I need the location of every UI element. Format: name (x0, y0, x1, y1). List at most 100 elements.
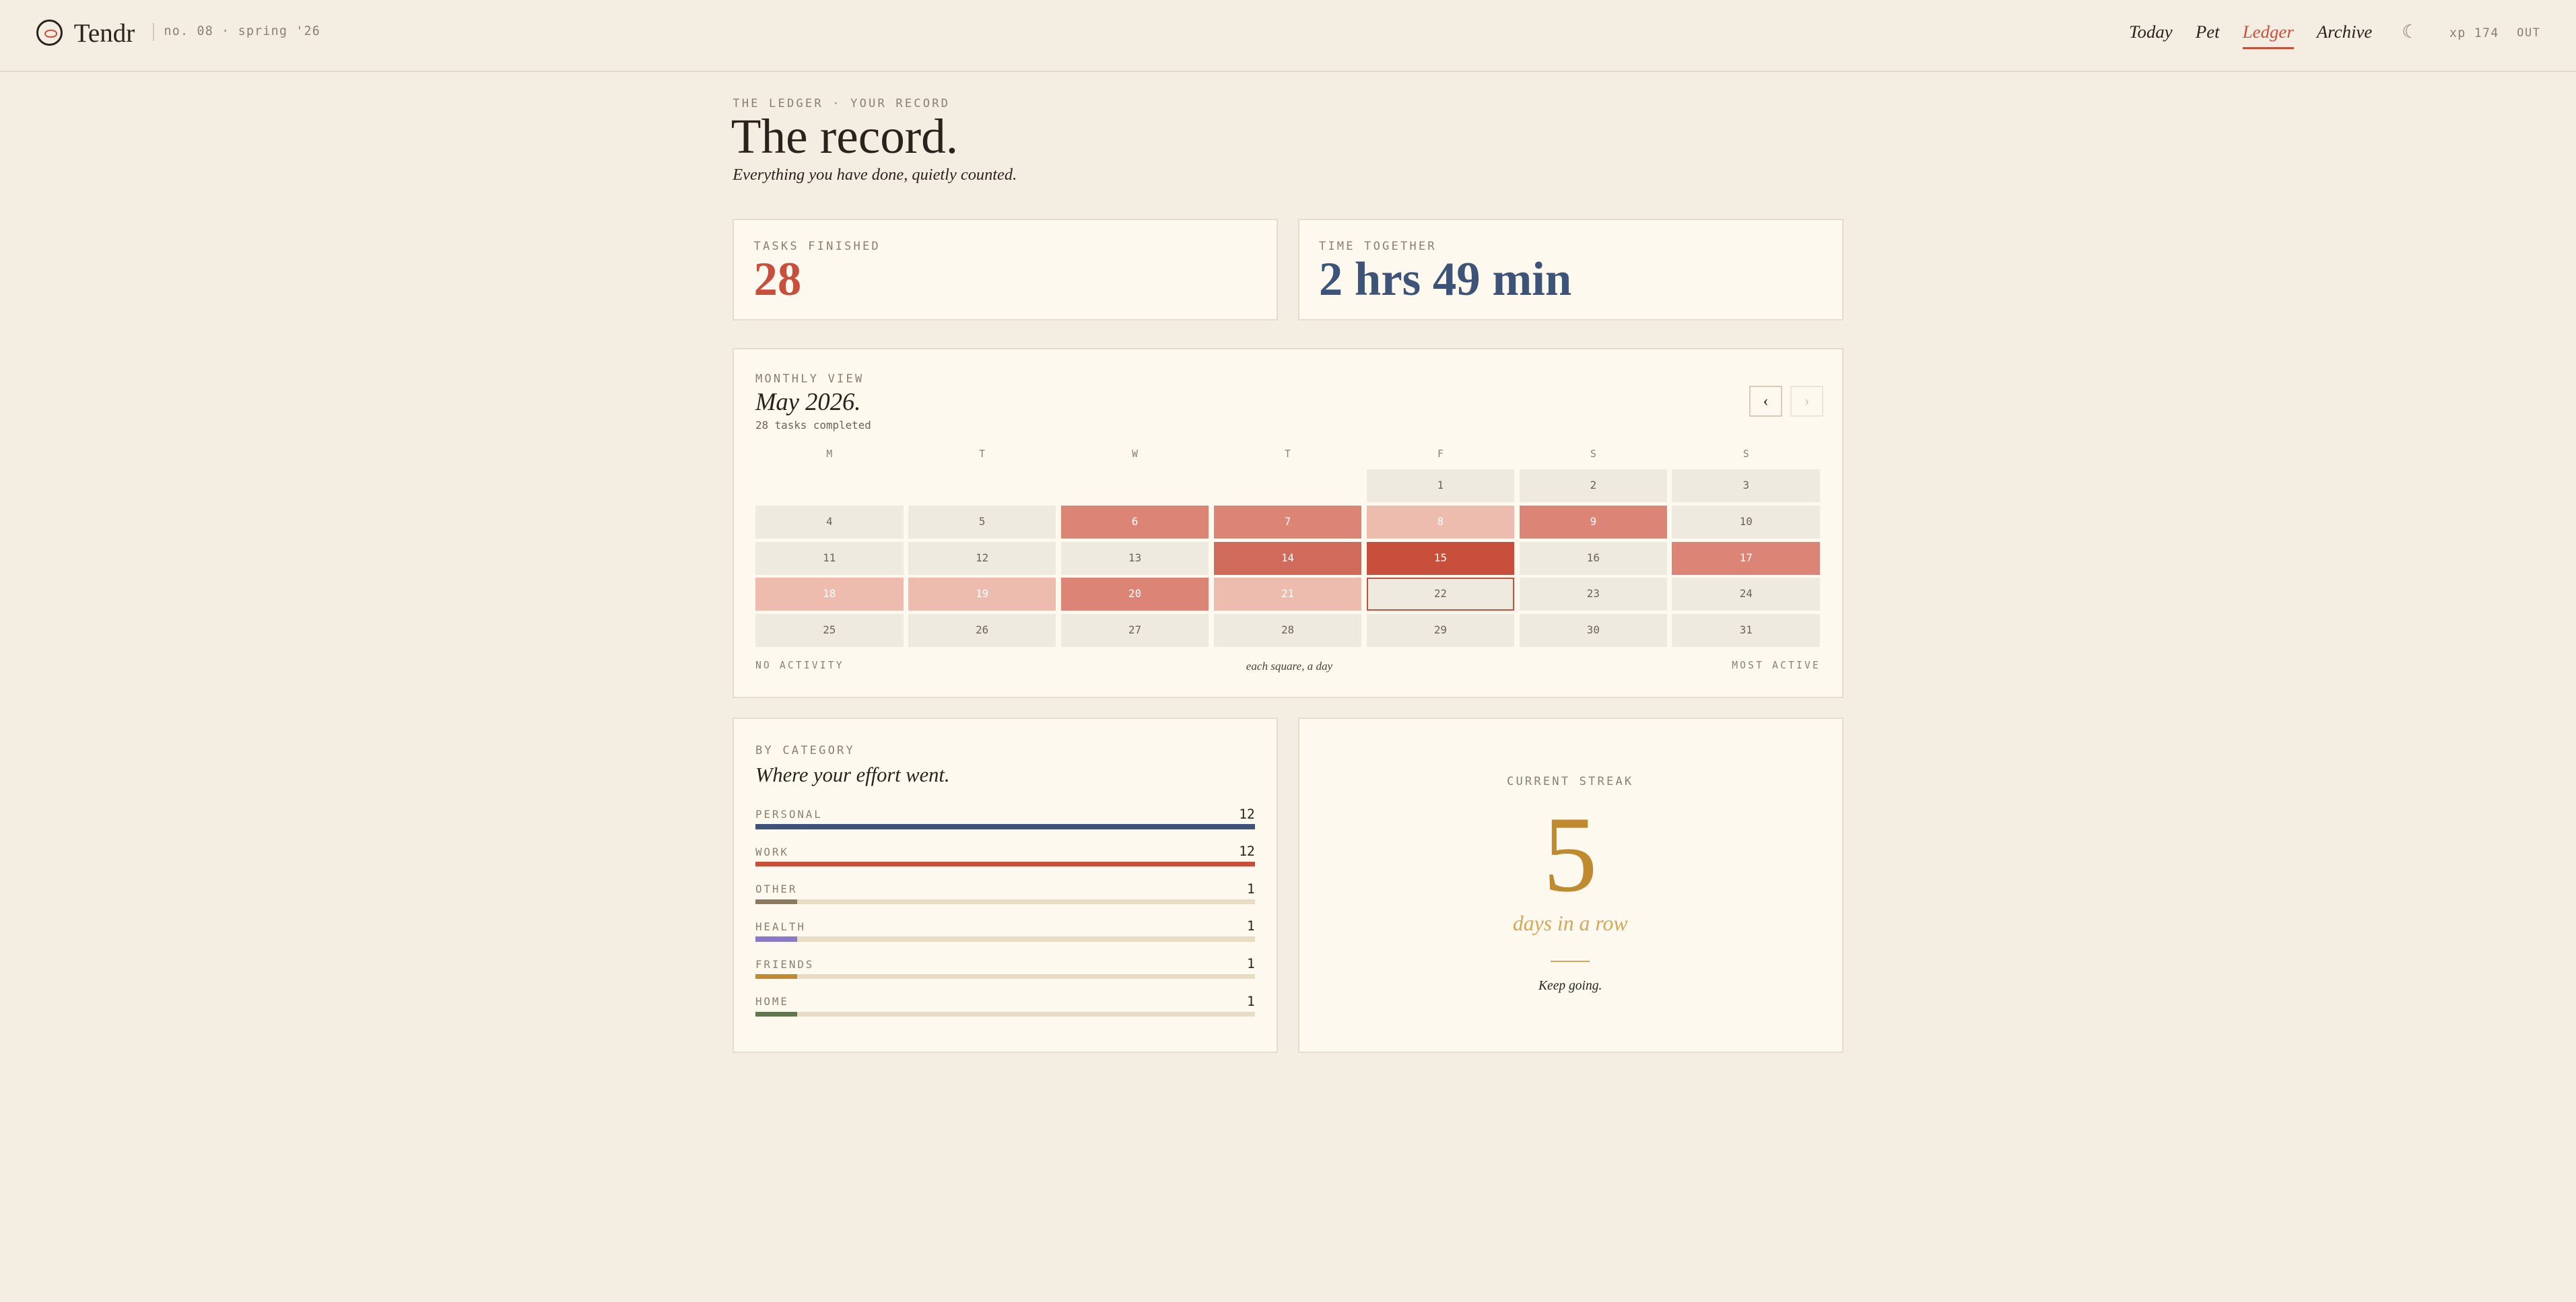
theme-toggle[interactable]: ☾ (2402, 21, 2418, 42)
streak-eyebrow: CURRENT STREAK (1507, 775, 1634, 789)
stat-card: TASKS FINISHED 28 (733, 218, 1279, 320)
category-bar (755, 1011, 797, 1017)
category-bar (755, 862, 1255, 867)
streak-value: 5 (1543, 793, 1598, 914)
category-track (755, 1011, 1255, 1017)
logo[interactable] (36, 20, 63, 46)
day-cell[interactable]: 24 (1672, 578, 1821, 611)
day-cell[interactable]: 4 (755, 506, 904, 539)
calendar-eyebrow: MONTHLY VIEW (755, 372, 865, 386)
day-cell[interactable]: 22 (1366, 578, 1515, 611)
category-row: HEALTH 1 (755, 918, 1255, 943)
day-cell[interactable]: 8 (1366, 506, 1515, 539)
xp: xp 174 (2449, 26, 2499, 41)
day-cell[interactable]: 17 (1672, 541, 1821, 575)
issue: no. 08 · spring '26 (152, 23, 320, 41)
category-track (755, 824, 1255, 829)
category-name: HOME (755, 995, 789, 1008)
category-row: OTHER 1 (755, 881, 1255, 905)
category-count: 1 (1246, 993, 1255, 1009)
stat-value: 2 hrs 49 min (1318, 253, 1572, 306)
day-cell[interactable]: 26 (908, 614, 1056, 647)
subtitle: Everything you have done, quietly counte… (733, 166, 1017, 184)
weekday-label: S (1590, 448, 1596, 460)
day-cell[interactable]: 16 (1519, 541, 1668, 575)
day-cell[interactable]: 2 (1519, 469, 1668, 503)
day-cell[interactable]: 11 (755, 541, 904, 575)
day-cell[interactable]: 12 (908, 541, 1056, 575)
weekday-label: M (826, 448, 833, 460)
day-cell[interactable]: 31 (1672, 614, 1821, 647)
day-cell[interactable]: 28 (1213, 614, 1362, 647)
calendar-title: May 2026. (755, 388, 861, 416)
eyebrow: THE LEDGER · YOUR RECORD (733, 96, 951, 110)
day-cell[interactable]: 30 (1519, 614, 1668, 647)
weekday-label: T (979, 448, 986, 460)
weekday-label: S (1742, 448, 1749, 460)
legend-low: NO ACTIVITY (755, 660, 844, 672)
day-cell[interactable]: 27 (1060, 614, 1209, 647)
category-row: WORK 12 (755, 844, 1255, 868)
category-track (755, 899, 1255, 904)
streak-note: Keep going. (1538, 978, 1602, 993)
category-card: BY CATEGORY Where your effort went. PERS… (733, 718, 1279, 1054)
stat-label: TIME TOGETHER (1318, 239, 1437, 253)
category-name: HEALTH (755, 920, 806, 933)
day-cell[interactable]: 5 (908, 506, 1056, 539)
brand[interactable]: Tendr (73, 18, 135, 48)
category-eyebrow: BY CATEGORY (755, 743, 855, 757)
category-name: FRIENDS (755, 957, 815, 971)
category-name: WORK (755, 845, 789, 858)
day-cell[interactable]: 29 (1366, 614, 1515, 647)
weekday-label: F (1437, 448, 1444, 460)
day-cell[interactable]: 25 (755, 614, 904, 647)
day-cell[interactable]: 18 (755, 578, 904, 611)
weekday-label: T (1285, 448, 1291, 460)
stat-label: TASKS FINISHED (753, 239, 881, 253)
nav-link[interactable]: Today (2129, 21, 2173, 42)
top-bar: Tendr no. 08 · spring '26 Today Pet Ledger… (0, 0, 2576, 72)
legend-high: MOST ACTIVE (1732, 660, 1821, 672)
day-cell[interactable]: 13 (1060, 541, 1209, 575)
category-count: 1 (1246, 918, 1255, 934)
calendar-card: MONTHLY VIEW May 2026. 28 tasks complete… (733, 348, 1843, 698)
next-button[interactable]: › (1790, 385, 1823, 417)
streak-unit: days in a row (1512, 911, 1628, 935)
day-cell[interactable]: 14 (1213, 541, 1362, 575)
day-cell[interactable]: 20 (1060, 578, 1209, 611)
weekday-label: W (1132, 448, 1138, 460)
day-cell[interactable]: 21 (1213, 578, 1362, 611)
nav-link[interactable]: Archive (2316, 21, 2373, 42)
category-count: 1 (1246, 881, 1255, 897)
nav: Today Pet Ledger Archive (2129, 21, 2373, 50)
category-row: PERSONAL 12 (755, 807, 1255, 831)
logout[interactable]: OUT (2517, 26, 2541, 40)
day-cell[interactable]: 10 (1672, 506, 1821, 539)
divider (1550, 960, 1590, 963)
stat-card: TIME TOGETHER 2 hrs 49 min (1297, 218, 1843, 320)
nav-link[interactable]: Pet (2195, 21, 2220, 42)
category-title: Where your effort went. (755, 763, 950, 787)
day-cell[interactable]: 7 (1213, 506, 1362, 539)
category-bar (755, 824, 1255, 829)
category-track (755, 862, 1255, 867)
day-cell[interactable]: 19 (908, 578, 1056, 611)
day-cell[interactable]: 23 (1519, 578, 1668, 611)
category-bar (755, 899, 797, 904)
category-track (755, 936, 1255, 942)
category-count: 12 (1239, 844, 1255, 860)
calendar-summary: 28 tasks completed (755, 418, 871, 432)
nav-link[interactable]: Ledger (2242, 22, 2294, 50)
day-cell[interactable]: 9 (1519, 506, 1668, 539)
category-name: OTHER (755, 883, 798, 896)
category-track (755, 973, 1255, 980)
stat-value: 28 (753, 253, 802, 306)
day-cell[interactable]: 3 (1672, 469, 1821, 503)
day-cell[interactable]: 6 (1060, 506, 1209, 539)
day-cell[interactable]: 15 (1366, 541, 1515, 575)
category-count: 1 (1246, 956, 1255, 972)
prev-button[interactable]: ‹ (1749, 385, 1782, 417)
day-cell[interactable]: 1 (1366, 469, 1515, 503)
page-title: The record. (731, 109, 959, 164)
